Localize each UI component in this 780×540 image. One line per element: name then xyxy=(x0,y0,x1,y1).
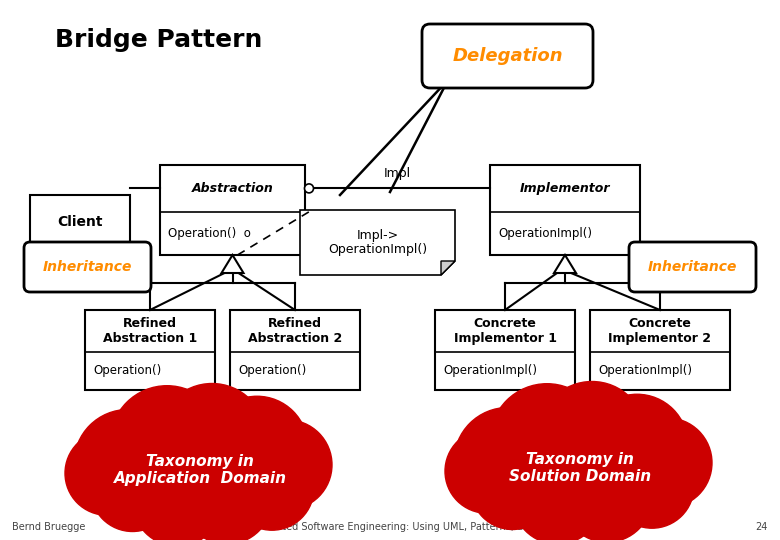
Circle shape xyxy=(182,454,272,540)
Circle shape xyxy=(202,388,212,398)
Circle shape xyxy=(470,446,555,530)
Circle shape xyxy=(90,448,175,531)
Text: Impl: Impl xyxy=(384,167,411,180)
Circle shape xyxy=(538,381,646,489)
Text: Impl->
OperationImpl(): Impl-> OperationImpl() xyxy=(328,228,427,256)
Text: Inheritance: Inheritance xyxy=(648,260,737,274)
Text: Object-Oriented Software Engineering: Using UML, Patterns, and Java: Object-Oriented Software Engineering: Us… xyxy=(221,522,559,532)
Text: Taxonomy in
Application  Domain: Taxonomy in Application Domain xyxy=(114,454,286,486)
Bar xyxy=(435,310,575,390)
Circle shape xyxy=(158,383,266,491)
Text: Inheritance: Inheritance xyxy=(43,260,132,274)
Bar xyxy=(230,310,360,390)
Polygon shape xyxy=(222,255,243,273)
FancyBboxPatch shape xyxy=(24,242,151,292)
Circle shape xyxy=(523,411,637,525)
Text: Abstraction: Abstraction xyxy=(192,182,273,195)
Text: Bernd Bruegge: Bernd Bruegge xyxy=(12,522,85,532)
Circle shape xyxy=(490,384,604,498)
Circle shape xyxy=(74,409,182,517)
Circle shape xyxy=(242,420,332,510)
Text: OperationImpl(): OperationImpl() xyxy=(498,227,592,240)
Circle shape xyxy=(202,413,212,423)
Text: Concrete
Implementor 1: Concrete Implementor 1 xyxy=(453,317,556,345)
Circle shape xyxy=(202,402,212,412)
Polygon shape xyxy=(300,210,455,275)
Bar xyxy=(85,310,215,390)
Circle shape xyxy=(230,446,314,530)
Circle shape xyxy=(206,396,308,498)
Circle shape xyxy=(304,184,314,193)
Text: Bridge Pattern: Bridge Pattern xyxy=(55,28,262,52)
Text: 24: 24 xyxy=(756,522,768,532)
Circle shape xyxy=(610,444,694,528)
Text: Operation()  o: Operation() o xyxy=(168,227,251,240)
Text: Operation(): Operation() xyxy=(93,364,161,377)
FancyBboxPatch shape xyxy=(629,242,756,292)
Circle shape xyxy=(622,418,712,508)
Circle shape xyxy=(525,388,535,398)
Text: Implementor: Implementor xyxy=(519,182,610,195)
Text: Operation(): Operation() xyxy=(238,364,307,377)
Circle shape xyxy=(512,454,602,540)
Text: Refined
Abstraction 1: Refined Abstraction 1 xyxy=(103,317,197,345)
Bar xyxy=(30,195,130,250)
Circle shape xyxy=(454,408,562,516)
Circle shape xyxy=(525,402,535,412)
Text: Client: Client xyxy=(57,215,103,230)
FancyBboxPatch shape xyxy=(422,24,593,88)
Text: Refined
Abstraction 2: Refined Abstraction 2 xyxy=(248,317,342,345)
Text: Delegation: Delegation xyxy=(452,47,563,65)
Circle shape xyxy=(525,413,535,423)
Circle shape xyxy=(445,429,529,513)
Circle shape xyxy=(65,431,149,515)
Text: Concrete
Implementor 2: Concrete Implementor 2 xyxy=(608,317,711,345)
Circle shape xyxy=(133,456,222,540)
Circle shape xyxy=(586,394,688,496)
Bar xyxy=(490,165,640,255)
Circle shape xyxy=(143,413,257,527)
Polygon shape xyxy=(554,255,576,273)
Polygon shape xyxy=(441,261,455,275)
Bar xyxy=(160,165,305,255)
Text: OperationImpl(): OperationImpl() xyxy=(443,364,537,377)
Bar xyxy=(590,310,730,390)
Circle shape xyxy=(562,453,652,540)
Text: Taxonomy in
Solution Domain: Taxonomy in Solution Domain xyxy=(509,452,651,484)
Text: OperationImpl(): OperationImpl() xyxy=(598,364,692,377)
Circle shape xyxy=(110,386,224,500)
